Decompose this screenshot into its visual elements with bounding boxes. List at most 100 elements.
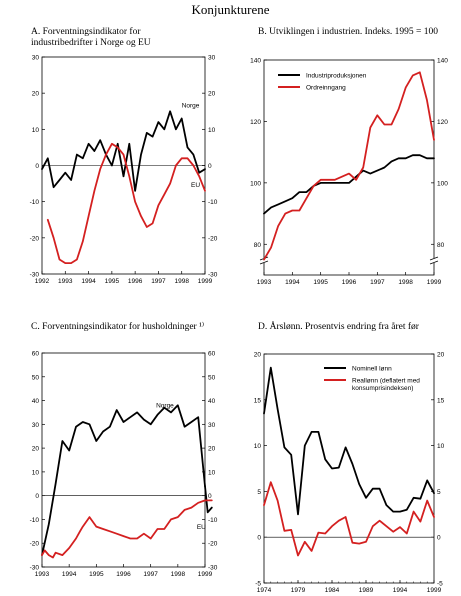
series-line-norge: [41, 110, 206, 192]
y-tick-label-left: 0: [35, 493, 39, 500]
y-tick-label-right: 10: [208, 469, 216, 476]
x-tick-label: 1995: [313, 279, 328, 286]
x-tick-label: 1999: [427, 279, 442, 286]
y-tick-label-left: 20: [32, 91, 40, 98]
x-tick-label: 1996: [128, 278, 143, 285]
y-tick-label-right: 0: [208, 493, 212, 500]
x-tick-label: 1995: [89, 571, 104, 578]
y-tick-label-right: 20: [437, 352, 445, 359]
y-tick-label-right: 20: [208, 91, 216, 98]
y-tick-label-right: -30: [208, 565, 218, 572]
x-tick-label: 1999: [198, 571, 213, 578]
y-tick-label-left: 50: [32, 374, 40, 381]
series-line-ordreinngang: [263, 71, 435, 261]
y-tick-label-left: 10: [32, 469, 40, 476]
x-tick-label: 1995: [105, 278, 120, 285]
y-tick-label-right: -5: [437, 581, 443, 588]
series-annotation: Norge: [156, 403, 174, 410]
x-tick-label: 1998: [174, 278, 189, 285]
x-tick-label: 1996: [116, 571, 131, 578]
y-tick-label-left: -20: [30, 235, 40, 242]
x-tick-label: 1994: [81, 278, 96, 285]
chart-a: -30 -30 -20 -20 -10 -10 0 0 10 10 20 20 30 30 1992 1993…: [30, 55, 218, 286]
y-tick-label-right: -20: [208, 541, 218, 548]
x-tick-label: 1993: [257, 279, 272, 286]
x-tick-label: 1999: [427, 587, 442, 594]
y-tick-label-right: 20: [208, 446, 216, 453]
y-tick-label-left: -30: [30, 272, 40, 279]
axis-break-mark: [429, 260, 439, 265]
panel-c-title: C. Forventningsindikator for husholdning…: [31, 322, 205, 332]
legend-label: Nominell lønn: [352, 366, 392, 373]
y-tick-label-right: 30: [208, 55, 216, 62]
series-line-eu: [41, 499, 213, 559]
series-line-norge-tail: [204, 485, 213, 514]
axis-break-gap: [430, 258, 438, 263]
y-tick-label-right: 120: [437, 119, 448, 126]
y-tick-label-right: 10: [437, 443, 445, 450]
y-tick-label-left: 40: [32, 398, 40, 405]
legend-label: Industriproduksjonen: [306, 73, 367, 80]
series-line-eu: [46, 142, 206, 265]
y-tick-label-left: -10: [30, 517, 40, 524]
y-tick-label-right: -10: [208, 517, 218, 524]
y-tick-label-right: 0: [208, 163, 212, 170]
x-tick-label: 1994: [62, 571, 77, 578]
y-tick-label-left: 5: [257, 489, 261, 496]
plot-frame: [41, 352, 206, 568]
y-tick-label-left: 10: [254, 443, 262, 450]
x-tick-label: 1996: [342, 279, 357, 286]
series-annotation: EU: [191, 182, 200, 189]
y-tick-label-right: -20: [208, 235, 218, 242]
y-tick-label-left: 30: [32, 55, 40, 62]
x-tick-label: 1993: [58, 278, 73, 285]
y-tick-label-left: 0: [257, 535, 261, 542]
y-tick-label-right: 5: [437, 489, 441, 496]
y-tick-label-right: 10: [208, 127, 216, 134]
x-tick-label: 1993: [35, 571, 50, 578]
axis-break-mark: [429, 256, 439, 261]
y-tick-label-left: 140: [250, 58, 261, 65]
y-tick-label-right: 80: [437, 242, 445, 249]
y-tick-label-right: 60: [208, 351, 216, 358]
y-tick-label-right: 50: [208, 374, 216, 381]
y-tick-label-left: 10: [32, 127, 40, 134]
legend-label: Ordreinngang: [306, 85, 346, 92]
y-tick-label-left: 80: [254, 242, 262, 249]
plot-frame: [263, 353, 435, 584]
series-line-norge: [41, 404, 206, 556]
y-tick-label-left: 0: [35, 163, 39, 170]
series-line-reallonn: [263, 481, 435, 557]
chart-c: -30 -30 -20 -20 -10 -10 0 0 10 10 20 20 30 30 40 40 50 50…: [30, 351, 218, 579]
y-tick-label-right: 40: [208, 398, 216, 405]
y-tick-label-left: -5: [255, 581, 261, 588]
x-tick-label: 1992: [35, 278, 50, 285]
y-tick-label-left: 100: [250, 180, 261, 187]
panel-a-title: A. Forventningsindikator for industribed…: [31, 27, 151, 48]
y-tick-label-left: 30: [32, 422, 40, 429]
y-tick-label-left: -30: [30, 565, 40, 572]
x-tick-label: 1997: [370, 279, 385, 286]
y-tick-label-left: -10: [30, 199, 40, 206]
y-tick-label-right: 100: [437, 180, 448, 187]
x-tick-label: 1984: [325, 587, 340, 594]
y-tick-label-left: 120: [250, 119, 261, 126]
y-tick-label-right: 15: [437, 397, 445, 404]
y-tick-label-right: 0: [437, 535, 441, 542]
plot-frame: [263, 59, 435, 276]
x-tick-label: 1979: [291, 587, 306, 594]
x-tick-label: 1974: [257, 587, 272, 594]
legend-label: Reallønn (deflatert med: [352, 378, 420, 385]
y-tick-label-right: 30: [208, 422, 216, 429]
y-tick-label-left: 20: [32, 446, 40, 453]
y-tick-label-left: 15: [254, 397, 262, 404]
axis-break-mark: [259, 260, 269, 265]
panel-b-title: B. Utviklingen i industrien. Indeks. 199…: [258, 27, 439, 37]
x-tick-label: 1994: [285, 279, 300, 286]
y-tick-label-right: -10: [208, 199, 218, 206]
x-tick-label: 1997: [151, 278, 166, 285]
x-tick-label: 1998: [171, 571, 186, 578]
x-tick-label: 1999: [198, 278, 213, 285]
page-title: Konjunkturene: [191, 2, 270, 17]
